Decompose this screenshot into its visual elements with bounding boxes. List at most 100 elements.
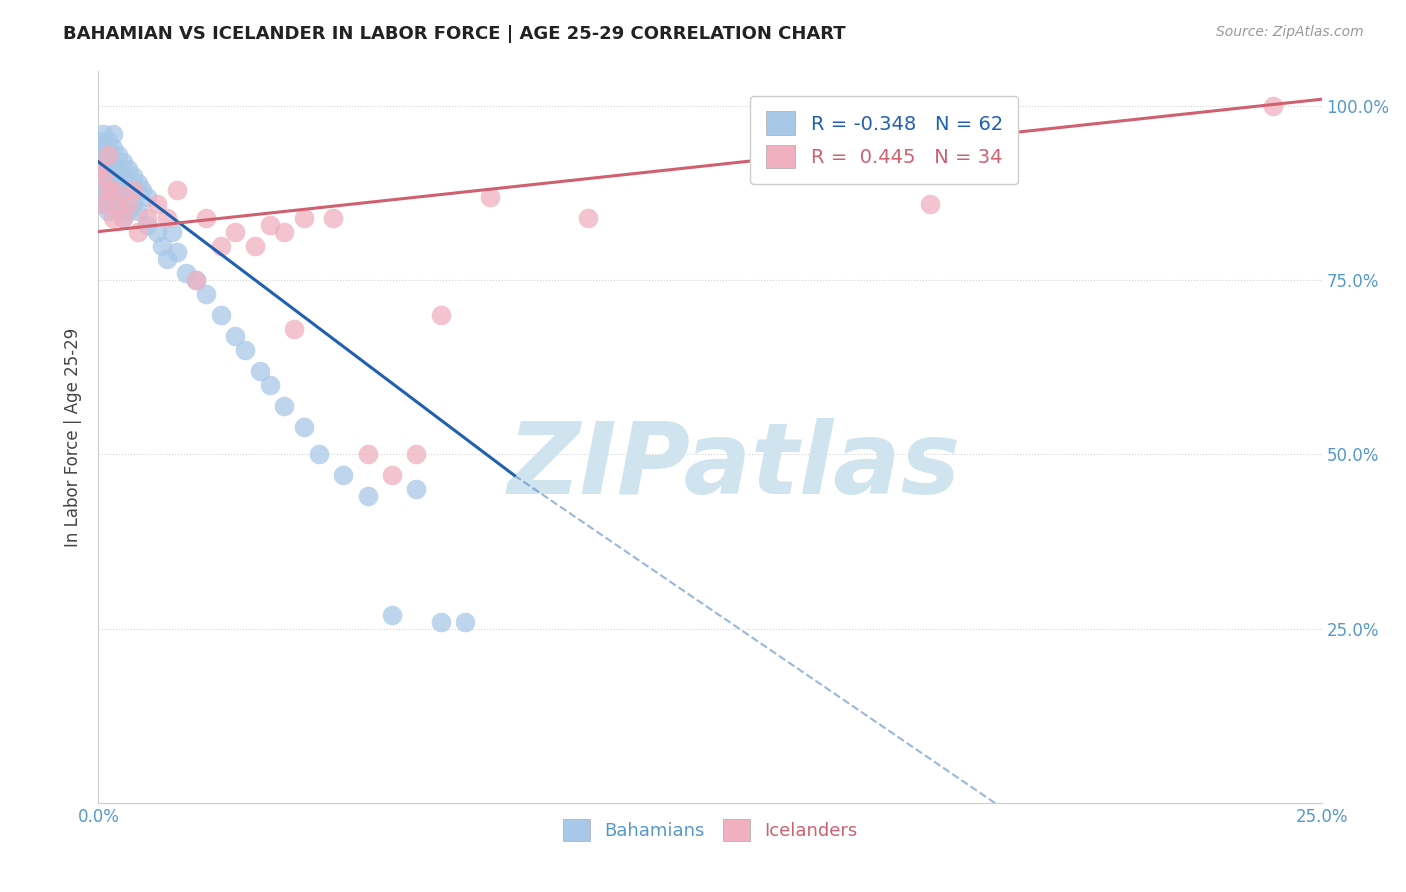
Point [322,211,344,225]
Point [127,176,149,190]
Point [136,218,159,232]
Point [91,183,114,197]
Point [224,329,246,343]
Point [195,287,218,301]
Point [131,183,153,197]
Point [97,134,120,148]
Text: Source: ZipAtlas.com: Source: ZipAtlas.com [1216,25,1364,39]
Point [146,196,169,211]
Point [454,615,477,629]
Point [121,183,143,197]
Point [478,190,501,204]
Point [107,196,129,211]
Point [117,161,139,176]
Point [101,196,124,211]
Point [111,190,134,204]
Point [332,468,354,483]
Point [91,196,114,211]
Text: BAHAMIAN VS ICELANDER IN LABOR FORCE | AGE 25-29 CORRELATION CHART: BAHAMIAN VS ICELANDER IN LABOR FORCE | A… [63,25,846,43]
Point [97,176,120,190]
Point [107,203,129,218]
Point [160,225,183,239]
Point [1261,99,1284,113]
Point [91,169,114,183]
Point [176,266,198,280]
Point [107,161,129,176]
Point [97,148,120,162]
Point [283,322,305,336]
Point [107,148,129,162]
Point [117,183,139,197]
Point [111,155,134,169]
Point [576,211,599,225]
Point [97,190,120,204]
Point [101,176,124,190]
Point [150,238,173,252]
Point [97,148,120,162]
Point [91,196,114,211]
Point [87,134,110,148]
Point [186,273,208,287]
Point [111,169,134,183]
Point [308,448,330,462]
Point [91,141,114,155]
Point [117,196,139,211]
Point [259,377,281,392]
Point [209,308,232,322]
Point [111,211,134,225]
Point [97,183,120,197]
Point [405,448,427,462]
Point [111,211,134,225]
Point [430,615,453,629]
Point [97,169,120,183]
Point [224,225,246,239]
Point [233,343,256,357]
Point [101,211,124,225]
Point [381,607,404,622]
Point [356,448,378,462]
Point [121,169,143,183]
Point [243,238,266,252]
Point [259,218,281,232]
Point [101,141,124,155]
Point [920,196,942,211]
Point [87,161,110,176]
Point [273,225,295,239]
Point [101,183,124,197]
Y-axis label: In Labor Force | Age 25-29: In Labor Force | Age 25-29 [65,327,83,547]
Point [166,183,188,197]
Text: ZIPatlas: ZIPatlas [508,417,962,515]
Point [91,190,114,204]
Point [156,211,179,225]
Point [356,489,378,503]
Point [273,399,295,413]
Point [91,161,114,176]
Point [136,211,159,225]
Point [97,155,120,169]
Point [195,211,218,225]
Point [156,252,179,267]
Point [91,148,114,162]
Point [292,211,315,225]
Point [91,169,114,183]
Point [101,127,124,141]
Point [117,203,139,218]
Point [127,225,149,239]
Point [166,245,188,260]
Point [186,273,208,287]
Point [121,196,143,211]
Point [249,364,271,378]
Point [107,183,129,197]
Point [87,155,110,169]
Point [97,203,120,218]
Point [146,225,169,239]
Point [101,161,124,176]
Point [127,203,149,218]
Point [136,190,159,204]
Legend: Bahamians, Icelanders: Bahamians, Icelanders [555,812,865,848]
Point [381,468,404,483]
Point [430,308,453,322]
Point [209,238,232,252]
Point [91,127,114,141]
Point [405,483,427,497]
